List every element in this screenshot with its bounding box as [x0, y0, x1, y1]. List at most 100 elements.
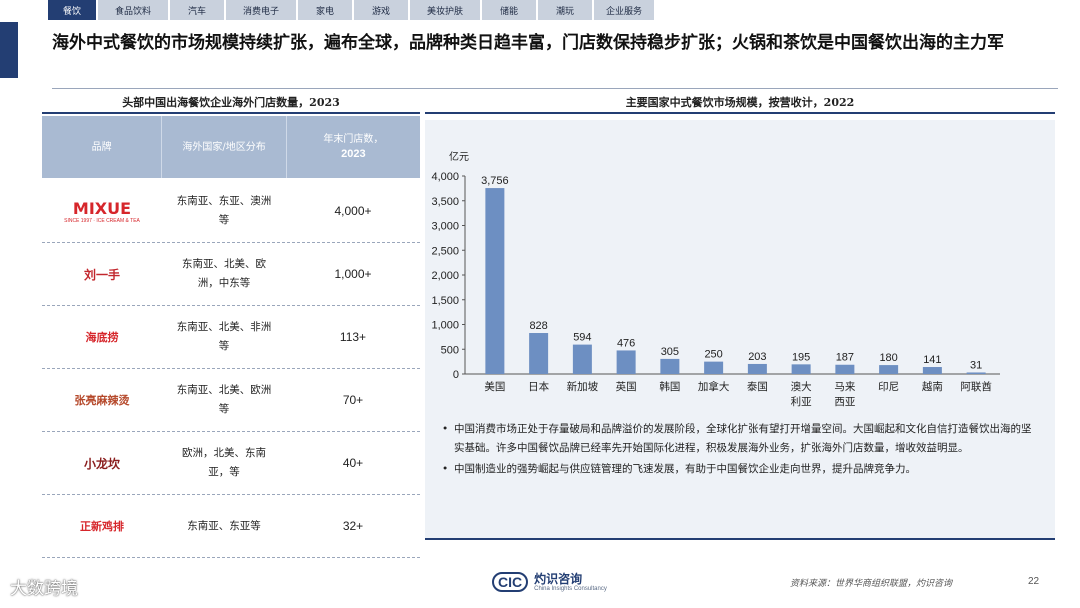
y-tick-label: 4,000: [431, 171, 459, 183]
watermark-brand: 大数跨境: [10, 579, 78, 599]
y-tick-label: 3,000: [431, 221, 459, 233]
tab-8[interactable]: 潮玩: [538, 0, 592, 20]
panel-bottom-rule: [425, 538, 1055, 540]
y-tick-label: 2,500: [431, 245, 459, 257]
bar: [572, 344, 592, 374]
bar: [616, 350, 636, 374]
store-count-cell: 113+: [339, 330, 367, 344]
bar: [660, 358, 680, 374]
tab-4[interactable]: 家电: [298, 0, 352, 20]
region-cell: 东南亚、北美、欧洲等: [176, 384, 272, 415]
tab-7[interactable]: 储能: [482, 0, 536, 20]
bar-value-label: 250: [704, 349, 722, 361]
x-tick-label: 美国: [484, 380, 505, 393]
x-tick-label: 新加坡: [567, 380, 599, 393]
brand-logo-text: 海底捞: [85, 331, 119, 344]
store-table-header: 品牌 海外国家/地区分布 年末门店数， 2023: [42, 116, 420, 178]
brand-logo: 正新鸡排: [42, 495, 162, 557]
tab-0[interactable]: 餐饮: [48, 0, 96, 20]
tab-1[interactable]: 食品饮料: [98, 0, 168, 20]
x-tick-label: 韩国: [659, 380, 680, 393]
bar: [791, 364, 811, 374]
bar-value-label: 195: [792, 351, 810, 363]
header-region: 海外国家/地区分布: [161, 116, 285, 178]
bar-value-label: 180: [879, 352, 897, 364]
brand-logo-text: 张亮麻辣烫: [74, 394, 130, 407]
x-tick-label: 澳大: [791, 380, 812, 393]
x-tick-label: 越南: [922, 380, 943, 393]
brand-logo-text: 正新鸡排: [80, 520, 124, 533]
cic-logo-cn: 灼识咨询: [534, 571, 583, 586]
store-count-cell: 32+: [342, 519, 364, 533]
region-cell: 欧洲，北美、东南亚，等: [182, 447, 266, 478]
insight-bullets: 中国消费市场正处于存量破局和品牌溢价的发展阶段，全球化扩张有望打开增量空间。大国…: [440, 420, 1040, 481]
brand-logo-text: 刘一手: [83, 267, 120, 282]
y-tick-label: 3,500: [431, 196, 459, 208]
bar-value-label: 305: [661, 346, 679, 358]
table-row: 海底捞 东南亚、北美、非洲等 113+: [42, 306, 420, 369]
slide-headline: 海外中式餐饮的市场规模持续扩张，遍布全球，品牌种类日趋丰富，门店数保持稳步扩张；…: [52, 33, 1004, 53]
y-axis-unit: 亿元: [449, 150, 469, 163]
header-brand: 品牌: [91, 141, 112, 153]
bar-value-label: 594: [573, 332, 591, 344]
brand-logo: 张亮麻辣烫: [42, 369, 162, 431]
brand-logo: MIXUE SINCE 1997 · ICE CREAM & TEA: [42, 180, 162, 242]
bar: [966, 372, 986, 374]
headline-divider: [52, 88, 1058, 89]
bar-value-label: 828: [529, 320, 547, 332]
table-row: MIXUE SINCE 1997 · ICE CREAM & TEA 东南亚、东亚、…: [42, 180, 420, 243]
y-tick-label: 500: [441, 344, 459, 356]
brand-logo: 海底捞: [42, 306, 162, 368]
bar: [922, 367, 942, 374]
tab-2[interactable]: 汽车: [170, 0, 224, 20]
brand-logo: 小龙坎: [42, 432, 162, 494]
tab-6[interactable]: 美妆护肤: [410, 0, 480, 20]
bar: [879, 365, 899, 374]
region-cell: 东南亚、东亚等: [187, 519, 261, 532]
category-tab-bar: 餐饮 食品饮料 汽车 消费电子 家电 游戏 美妆护肤 储能 潮玩 企业服务: [48, 0, 654, 20]
bar-value-label: 3,756: [481, 175, 509, 187]
brand-logo-text: 小龙坎: [83, 456, 120, 471]
x-tick-label: 西亚: [834, 396, 855, 408]
bar-value-label: 187: [836, 352, 854, 364]
tab-9[interactable]: 企业服务: [594, 0, 654, 20]
x-tick-label: 利亚: [791, 396, 812, 408]
bar-value-label: 141: [923, 354, 941, 366]
market-size-bar-chart: 亿元 0 500 1,000 1,500 2,000 2,500 3,000 3,500 4,00…: [431, 150, 1000, 408]
bar: [485, 188, 505, 374]
region-cell: 东南亚、北美、非洲等: [176, 321, 272, 352]
market-chart-top-rule: [425, 112, 1055, 114]
cic-logo: CIC 灼识咨询 China Insights Consultancy: [492, 572, 607, 592]
bar: [747, 363, 767, 374]
y-tick-label: 0: [453, 369, 459, 381]
cic-logo-en: China Insights Consultancy: [534, 585, 607, 592]
x-tick-label: 加拿大: [698, 380, 730, 393]
store-count-cell: 40+: [342, 456, 364, 470]
brand-logo: 刘一手: [42, 243, 162, 305]
y-tick-label: 2,000: [431, 270, 459, 282]
y-tick-label: 1,500: [431, 295, 459, 307]
source-note: 资料来源：世界华商组织联盟，灼识咨询: [790, 579, 953, 589]
store-table-title: 头部中国出海餐饮企业海外门店数量，2023: [122, 96, 340, 109]
table-row: 小龙坎 欧洲，北美、东南亚，等 40+: [42, 432, 420, 495]
header-stores-line2: 2023: [341, 148, 366, 160]
bar-value-label: 31: [970, 359, 982, 371]
bar-value-label: 476: [617, 337, 635, 349]
header-stores: 年末门店数， 2023: [285, 116, 420, 178]
region-cell: 东南亚、北美、欧洲，中东等: [182, 258, 266, 289]
bar: [529, 333, 549, 374]
table-row: 正新鸡排 东南亚、东亚等 32+: [42, 495, 420, 558]
store-count-cell: 1,000+: [334, 267, 372, 281]
tab-5[interactable]: 游戏: [354, 0, 408, 20]
x-tick-label: 泰国: [747, 380, 768, 393]
x-tick-label: 阿联酋: [960, 380, 992, 393]
tab-3[interactable]: 消费电子: [226, 0, 296, 20]
x-tick-label: 印尼: [878, 381, 899, 393]
x-tick-label: 马来: [834, 381, 855, 393]
insight-bullet: 中国消费市场正处于存量破局和品牌溢价的发展阶段，全球化扩张有望打开增量空间。大国…: [440, 420, 1040, 458]
x-tick-label: 日本: [528, 380, 549, 393]
accent-bar: [0, 22, 18, 78]
bar: [704, 361, 724, 374]
store-table-body: MIXUE SINCE 1997 · ICE CREAM & TEA 东南亚、东亚、…: [42, 180, 420, 558]
bar-value-label: 203: [748, 351, 766, 363]
